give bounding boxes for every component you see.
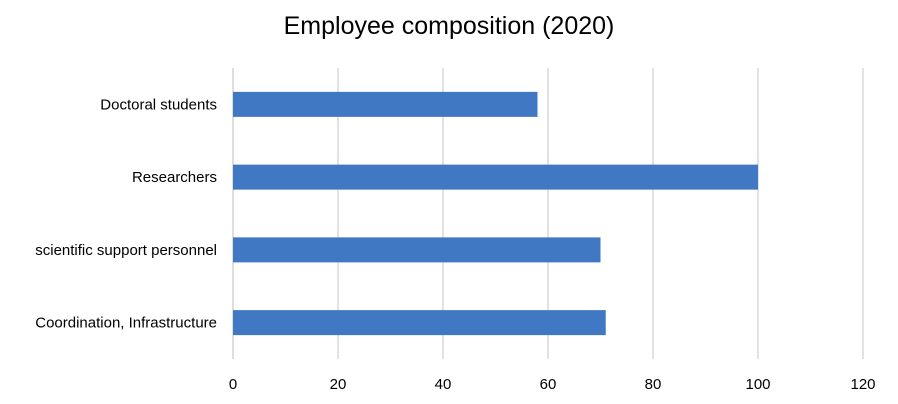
chart-title: Employee composition (2020): [283, 12, 615, 40]
bar: [233, 237, 601, 263]
bar: [233, 91, 538, 117]
x-tick-label: 120: [850, 376, 875, 393]
category-label: Doctoral students: [100, 96, 217, 113]
category-label: Coordination, Infrastructure: [35, 315, 217, 332]
x-tick-label: 80: [645, 376, 662, 393]
category-label: scientific support personnel: [35, 242, 217, 259]
category-labels: Doctoral students Researchers scientific s…: [35, 96, 217, 331]
bars: [233, 91, 758, 336]
x-tick-label: 60: [540, 376, 557, 393]
bar: [233, 310, 606, 336]
x-tick-label: 40: [435, 376, 452, 393]
bar: [233, 164, 758, 190]
x-tick-label: 100: [745, 376, 770, 393]
x-tick-label: 0: [229, 376, 237, 393]
x-axis-tick-labels: 0 20 40 60 80 100 120: [229, 376, 876, 393]
category-label: Researchers: [132, 169, 217, 186]
x-tick-label: 20: [330, 376, 347, 393]
